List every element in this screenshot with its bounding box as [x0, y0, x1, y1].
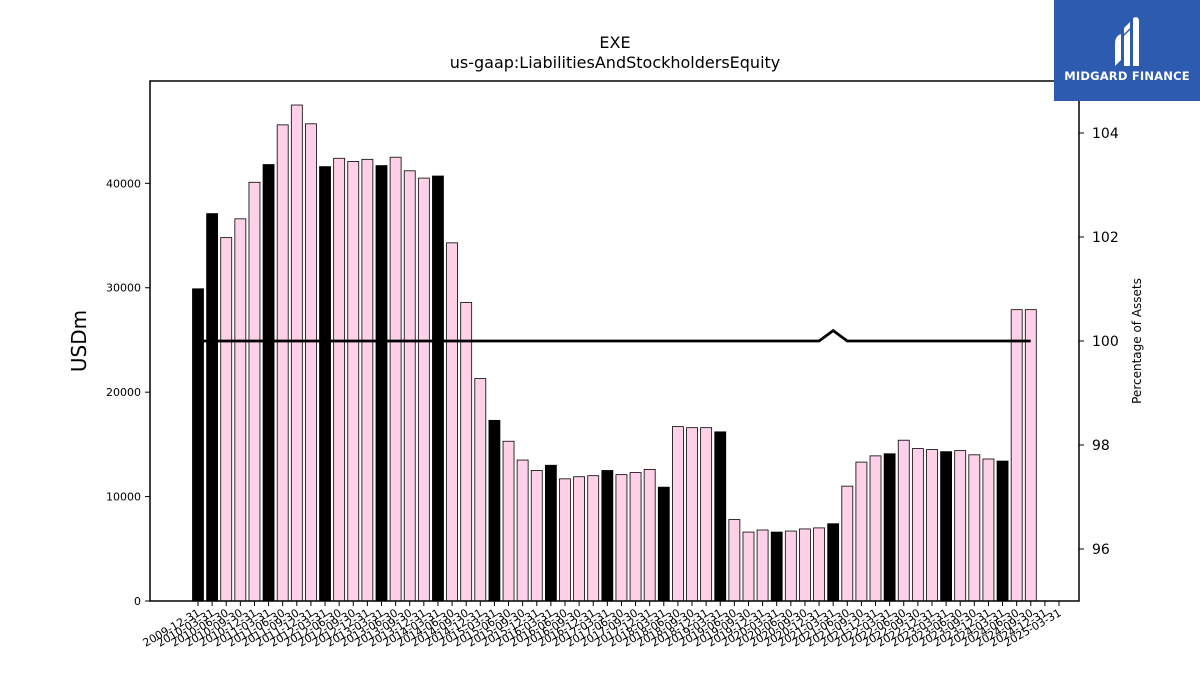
bar-group: [192, 104, 1037, 602]
bar: [587, 475, 600, 602]
bar: [728, 519, 741, 602]
bar: [206, 213, 219, 602]
bar: [883, 453, 896, 602]
bar: [643, 469, 656, 602]
brand-name: MIDGARD FINANCE: [1064, 69, 1190, 83]
right-y-tick-label: 98: [1092, 438, 1110, 454]
bar: [375, 165, 388, 602]
bar: [488, 419, 501, 602]
right-y-tick-label: 100: [1092, 334, 1119, 350]
x-axis: 2009-12-312010-03-312010-06-302010-09-30…: [141, 601, 1064, 650]
right-y-tick-label: 104: [1092, 126, 1119, 142]
left-y-tick-label: 40000: [106, 177, 141, 190]
bar: [869, 455, 882, 602]
bar: [290, 104, 303, 602]
bar: [968, 454, 981, 602]
bar: [601, 470, 614, 602]
bar: [276, 124, 289, 602]
bar: [756, 529, 769, 602]
bar: [530, 470, 543, 602]
bar: [460, 301, 473, 602]
left-y-axis: 0 10000 20000 30000 40000: [106, 177, 150, 608]
chart-subtitle: us-gaap:LiabilitiesAndStockholdersEquity: [450, 53, 781, 72]
right-y-axis: 96 98 100 102 104: [1079, 126, 1119, 558]
midgard-logo-icon: [1115, 17, 1139, 67]
bar: [192, 288, 204, 602]
left-y-tick-label: 10000: [106, 491, 141, 504]
bar: [996, 460, 1009, 602]
percentage-of-assets-line: [198, 328, 1031, 343]
bar: [954, 450, 967, 602]
bar: [911, 448, 924, 602]
bar: [389, 156, 402, 602]
bar: [347, 160, 360, 602]
bar: [559, 478, 571, 602]
left-y-tick-label: 20000: [106, 386, 141, 399]
bar: [516, 459, 529, 602]
bar: [841, 485, 854, 602]
chart-title: EXE: [599, 33, 630, 52]
right-y-tick-label: 102: [1092, 230, 1119, 246]
bar: [784, 530, 797, 602]
right-y-tick-label: 96: [1092, 542, 1110, 558]
bar: [474, 378, 487, 602]
bar: [897, 439, 910, 602]
bar: [248, 181, 261, 602]
bar: [446, 242, 458, 602]
bar: [940, 451, 952, 602]
bar: [1010, 309, 1023, 602]
left-y-tick-label: 0: [134, 595, 141, 608]
bar: [686, 427, 698, 602]
bar: [742, 531, 755, 602]
bar: [799, 528, 811, 602]
bar: [361, 158, 374, 602]
bar: [305, 123, 317, 602]
bar: [770, 531, 783, 602]
bar: [417, 177, 430, 602]
percentage-line-group: [198, 328, 1031, 343]
bar: [1024, 309, 1037, 602]
y-axis-label-left: USDm: [67, 310, 91, 372]
bar: [926, 449, 938, 602]
bar: [827, 523, 840, 602]
bar: [855, 461, 868, 602]
bar: [544, 464, 557, 602]
bar: [700, 427, 713, 602]
bar: [262, 164, 275, 602]
bar: [672, 426, 684, 602]
left-y-tick-label: 30000: [106, 282, 141, 295]
brand-logo: MIDGARD FINANCE: [1054, 0, 1200, 101]
bar: [982, 458, 995, 602]
bar: [234, 218, 247, 602]
y-axis-label-right: Percentage of Assets: [1130, 278, 1144, 404]
bar: [220, 237, 233, 602]
bar: [657, 486, 670, 602]
bar: [813, 527, 825, 602]
bar: [714, 431, 727, 602]
bar: [502, 440, 515, 602]
bar: [333, 157, 346, 602]
bar: [629, 472, 642, 602]
bar: [573, 476, 586, 602]
bar: [319, 166, 331, 602]
bar: [403, 170, 416, 602]
bar: [432, 175, 444, 602]
bar: [615, 474, 628, 602]
